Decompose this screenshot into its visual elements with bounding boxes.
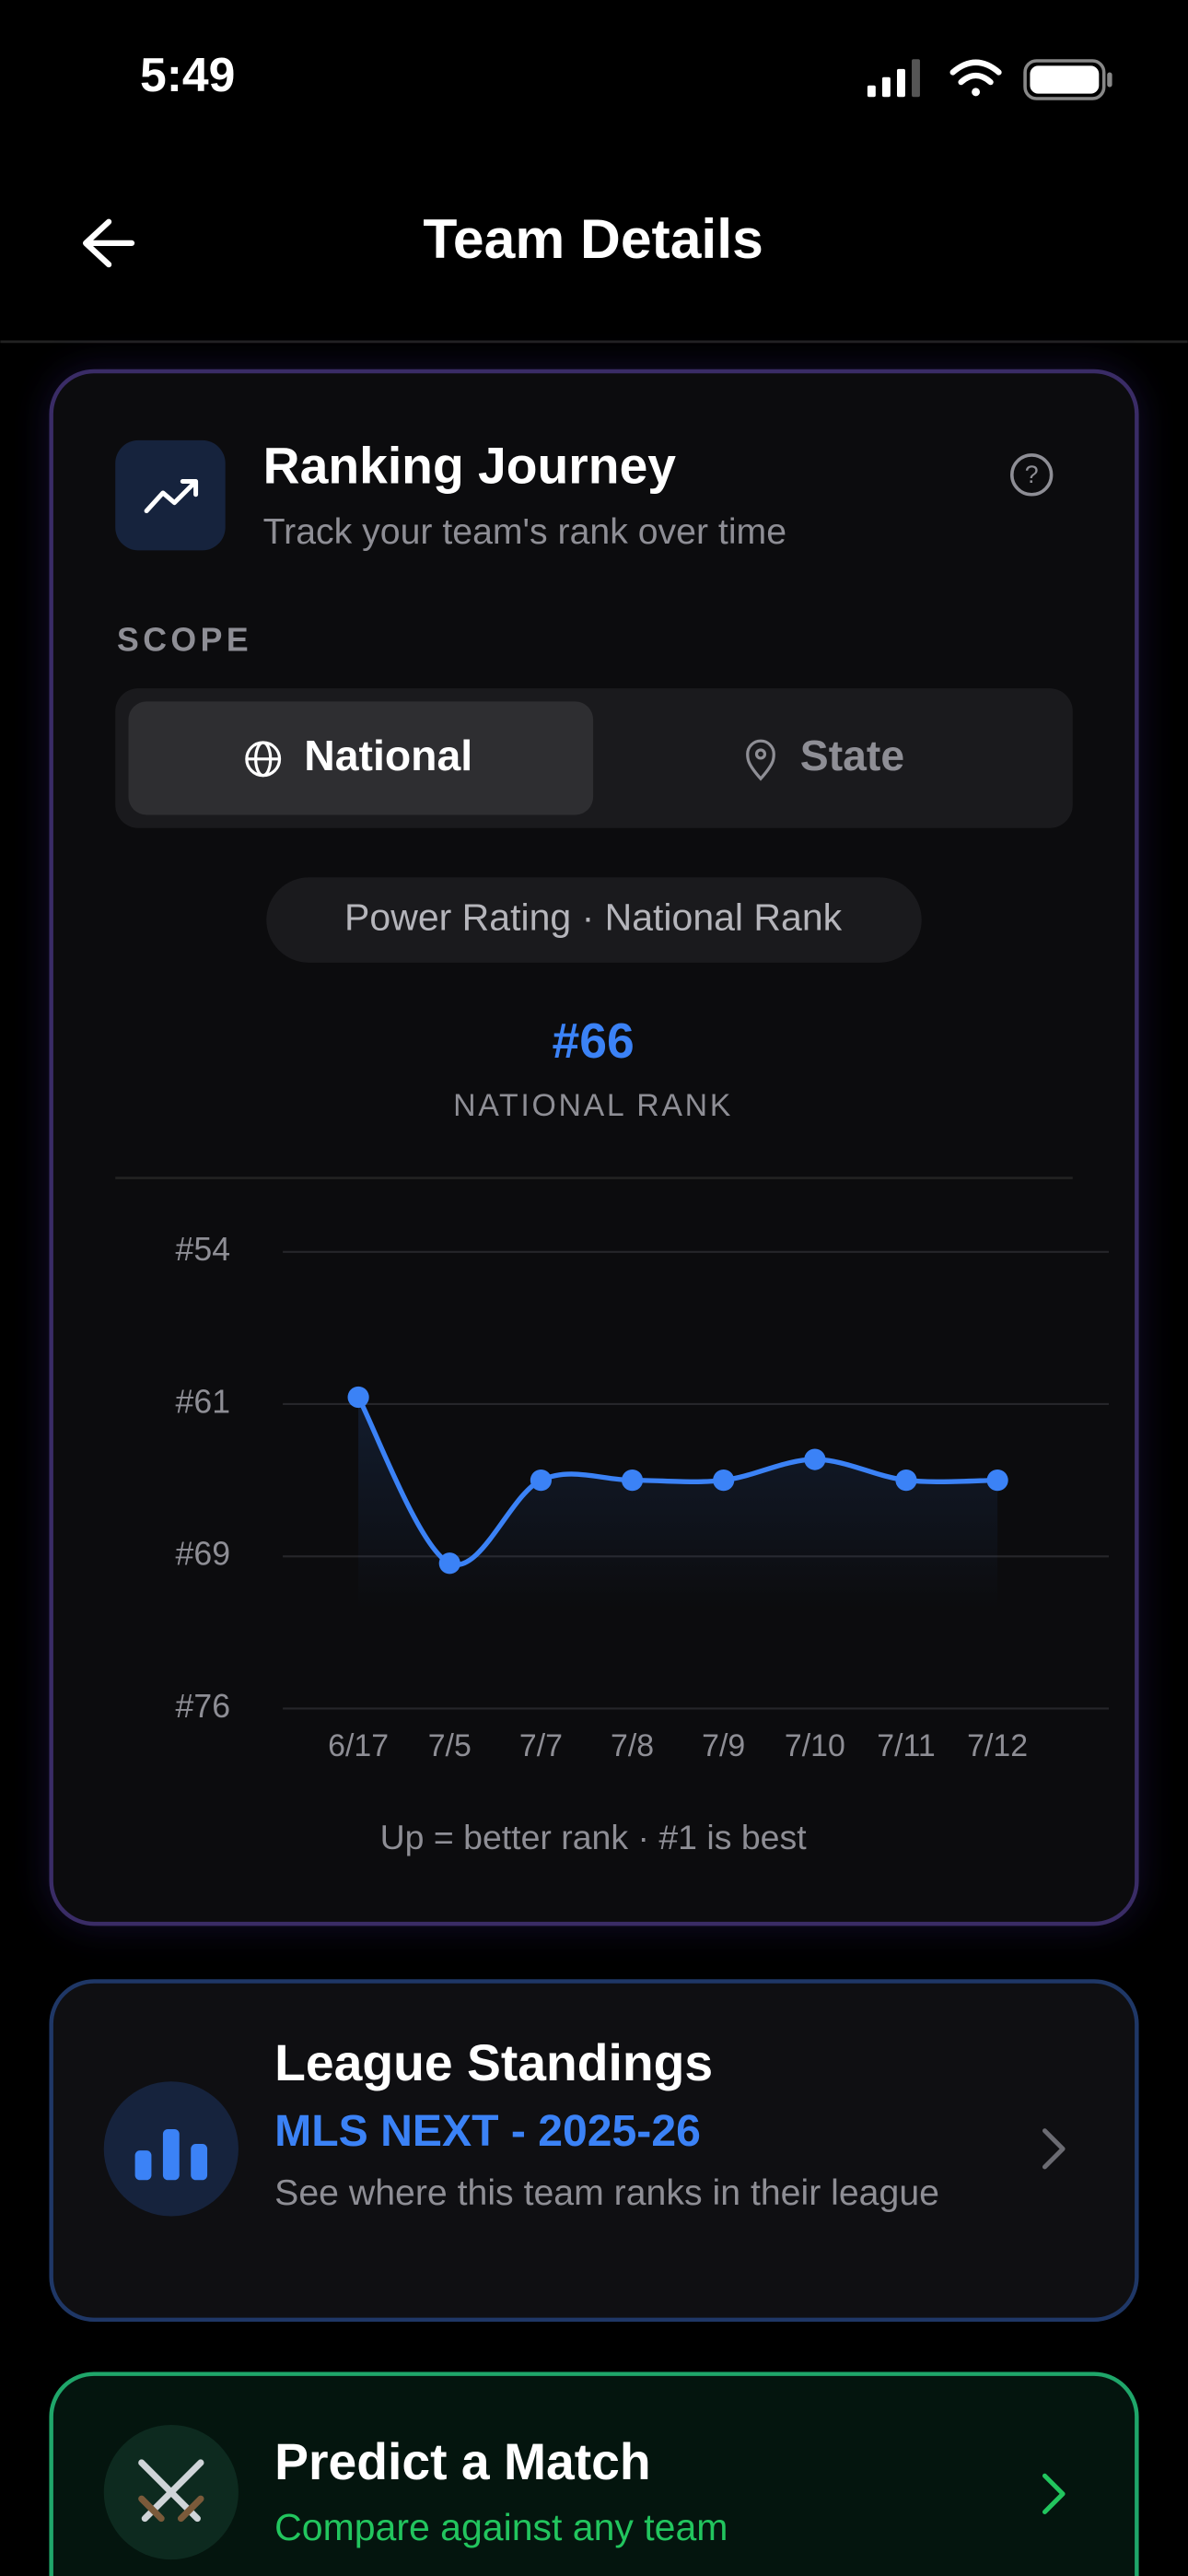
point	[438, 1552, 460, 1575]
league-description-box: See where this team ranks in their leagu…	[274, 2172, 939, 2213]
y-tick-label: #76	[176, 1688, 231, 1725]
predict-title: Predict a Match	[274, 2433, 650, 2490]
card-title: Ranking Journey	[263, 438, 677, 495]
predict-subtitle: Compare against any team	[274, 2506, 728, 2548]
x-tick-label: 7/9	[702, 1728, 745, 1763]
league-description: See where this team ranks in their leagu…	[274, 2172, 939, 2213]
battery-icon	[1023, 59, 1112, 100]
point	[713, 1469, 735, 1492]
point	[986, 1469, 1008, 1492]
svg-text:?: ?	[1025, 461, 1039, 488]
x-tick-label: 7/12	[967, 1728, 1028, 1763]
chart-footnote: Up = better rank · #1 is best	[380, 1818, 808, 1856]
league-chevron	[1042, 2128, 1066, 2170]
pin-icon	[746, 739, 775, 781]
globe-icon	[245, 741, 282, 778]
league-name: MLS NEXT - 2025-26	[274, 2106, 701, 2156]
current-rank: #66	[552, 1014, 634, 1069]
scope-national-selected[interactable]	[128, 701, 594, 815]
signal-icon	[867, 59, 920, 98]
predict-chevron	[1042, 2473, 1066, 2514]
area	[358, 1397, 998, 1610]
metric-pill-text: Power Rating · National Rank	[344, 896, 843, 938]
status-time: 5:49	[140, 48, 235, 101]
wifi-icon	[949, 59, 1002, 97]
y-tick-label: #61	[176, 1383, 231, 1420]
y-tick-label: #69	[176, 1536, 231, 1573]
x-tick-label: 7/8	[611, 1728, 654, 1763]
league-title: League Standings	[274, 2034, 713, 2091]
point	[347, 1386, 369, 1409]
back-button[interactable]	[82, 218, 135, 268]
point	[804, 1448, 826, 1470]
league-card[interactable]	[49, 1979, 1139, 2323]
bar-icon	[134, 2128, 208, 2181]
help-icon[interactable]: ?	[1010, 453, 1054, 497]
trend-icon	[144, 478, 199, 514]
card-subtitle: Track your team's rank over time	[263, 511, 786, 552]
x-tick-label: 7/7	[519, 1728, 563, 1763]
scope-label: SCOPE	[117, 622, 252, 659]
trend-icon-bg	[115, 439, 226, 551]
point	[895, 1469, 917, 1492]
x-tick-label: 7/5	[428, 1728, 472, 1763]
predict-card[interactable]	[49, 2371, 1139, 2576]
header-title: Team Details	[423, 207, 763, 270]
x-tick-label: 7/11	[877, 1728, 935, 1763]
x-tick-label: 6/17	[328, 1728, 389, 1763]
chart: #54 #61 #69 #76 6/17 7/5 7/7 7/8 7/9 7/10 7/11 7/12	[176, 1231, 1110, 1763]
scope-option-national[interactable]: National	[304, 732, 472, 779]
y-tick-label: #54	[176, 1231, 231, 1268]
point	[621, 1469, 644, 1492]
point	[530, 1469, 552, 1492]
swords-icon	[138, 2459, 204, 2523]
scope-option-state[interactable]: State	[800, 732, 904, 779]
x-tick-label: 7/10	[785, 1728, 845, 1763]
metric-pill	[266, 877, 922, 963]
current-rank-label: NATIONAL RANK	[453, 1088, 733, 1123]
